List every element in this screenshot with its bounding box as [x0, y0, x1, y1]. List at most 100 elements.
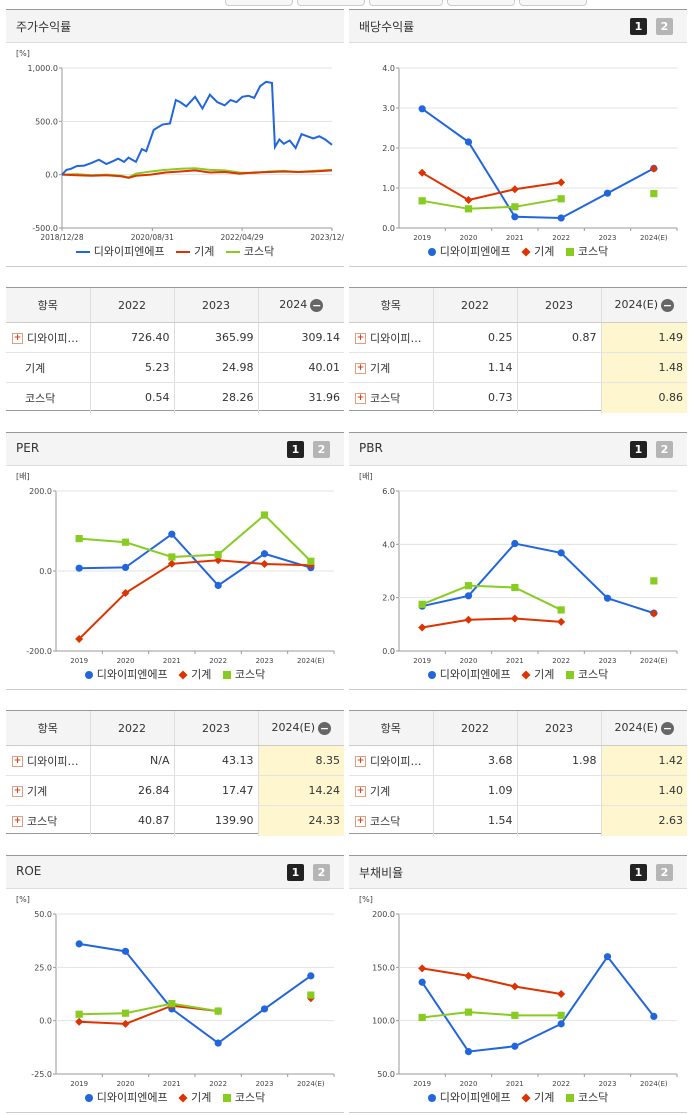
y-tick-label: 2.0: [382, 144, 395, 153]
top-tab-button[interactable]: [297, 0, 365, 6]
page-1-button[interactable]: 1: [630, 18, 647, 35]
expand-icon[interactable]: +: [355, 333, 366, 344]
table-stock-return: 항목 2022 2023 2024− + 디와이피… 726.40 365.99 …: [6, 287, 344, 413]
expand-icon[interactable]: +: [12, 786, 23, 797]
table-header-row: 항목 2022 2023 2024(E) −: [349, 711, 687, 746]
table-row: + 기계 1.09 1.40: [349, 775, 687, 806]
y-tick-label: 0.0: [39, 567, 52, 576]
cell: 1.98: [516, 745, 601, 776]
data-point: [121, 538, 130, 546]
top-tab-button[interactable]: [447, 0, 515, 6]
legend-label: 디와이피엔에프: [96, 668, 168, 681]
expand-icon[interactable]: +: [12, 816, 23, 828]
legend-item[interactable]: 디와이피엔에프: [75, 243, 165, 259]
legend-marker-swatch: [521, 1093, 531, 1103]
legend-item[interactable]: 코스닥: [225, 243, 275, 259]
x-tick-label: 2022: [552, 657, 570, 665]
series-line: [61, 169, 333, 179]
legend-item[interactable]: 기계: [521, 1089, 554, 1105]
legend-item[interactable]: 기계: [176, 243, 214, 259]
expand-icon[interactable]: +: [355, 786, 366, 797]
table-row: 기계 5.23 24.98 40.01: [6, 352, 344, 383]
top-tab-button[interactable]: [369, 0, 443, 6]
row-label[interactable]: + 기계: [6, 775, 90, 806]
data-point: [418, 197, 426, 205]
y-tick-label: -200.0: [26, 647, 52, 656]
row-label[interactable]: + 디와이피…: [6, 322, 90, 353]
expand-icon[interactable]: +: [12, 756, 23, 767]
legend-item[interactable]: 기계: [521, 243, 554, 259]
row-label[interactable]: + 디와이피…: [6, 745, 90, 776]
page-2-button[interactable]: 2: [656, 864, 673, 881]
page-1-button[interactable]: 1: [630, 441, 647, 458]
top-tab-button[interactable]: [225, 0, 293, 6]
legend-item[interactable]: 디와이피엔에프: [427, 666, 511, 682]
row-label[interactable]: + 기계: [349, 775, 433, 806]
expand-icon[interactable]: +: [12, 333, 23, 344]
col-header-last: 2024(E) −: [600, 288, 687, 323]
row-name: 기계: [370, 784, 391, 798]
series-line: [421, 197, 562, 210]
expand-icon[interactable]: +: [355, 816, 366, 828]
legend-item[interactable]: 기계: [178, 666, 211, 682]
expand-icon[interactable]: +: [355, 363, 366, 374]
data-point: [214, 556, 223, 565]
legend-item[interactable]: 코스닥: [222, 1089, 265, 1105]
row-label[interactable]: + 디와이피…: [349, 322, 433, 353]
top-strip: [0, 0, 691, 8]
data-point: [121, 947, 130, 955]
row-label: 기계: [6, 352, 90, 383]
col-header: 항목: [349, 711, 433, 746]
legend-item[interactable]: 코스닥: [565, 666, 608, 682]
collapse-icon[interactable]: −: [661, 298, 675, 312]
legend-item[interactable]: 디와이피엔에프: [84, 1089, 168, 1105]
row-label[interactable]: + 코스닥: [6, 806, 90, 836]
expand-icon[interactable]: +: [355, 756, 366, 767]
collapse-icon[interactable]: −: [661, 721, 675, 735]
panel-title: 부채비율: [359, 866, 404, 880]
row-name: 디와이피…: [27, 754, 79, 768]
expand-icon[interactable]: +: [355, 393, 366, 405]
page-2-button[interactable]: 2: [313, 864, 330, 881]
page-1-button[interactable]: 1: [630, 864, 647, 881]
data-point: [75, 1010, 83, 1018]
collapse-icon[interactable]: −: [310, 298, 324, 312]
col-header-label: 2024(E): [271, 721, 316, 735]
row-label[interactable]: + 코스닥: [349, 806, 433, 836]
page-2-button[interactable]: 2: [656, 441, 673, 458]
legend-label: 코스닥: [243, 245, 275, 258]
row-label[interactable]: + 디와이피…: [349, 745, 433, 776]
x-tick-label: 2022: [209, 1080, 227, 1088]
data-point: [557, 1020, 565, 1028]
page-2-button[interactable]: 2: [313, 441, 330, 458]
legend-item[interactable]: 디와이피엔에프: [427, 1089, 511, 1105]
legend-item[interactable]: 기계: [178, 1089, 211, 1105]
roe-chart: [%] -25.0 0.0 25.0 50.0 2019 2020 2021 2022 2023 2…: [16, 895, 335, 1088]
data-point: [557, 606, 565, 614]
page-1-button[interactable]: 1: [287, 864, 304, 881]
x-tick-label: 2024(E): [297, 1080, 325, 1088]
row-name: 디와이피…: [370, 331, 422, 345]
series-line: [422, 617, 562, 629]
legend-item[interactable]: 코스닥: [565, 1089, 608, 1105]
top-tab-button[interactable]: [519, 0, 587, 6]
data-point: [214, 551, 222, 559]
page-1-button[interactable]: 1: [287, 441, 304, 458]
x-tick-label: 2022: [552, 234, 570, 242]
legend-label: 디와이피엔에프: [96, 1091, 168, 1104]
legend-label: 디와이피엔에프: [439, 668, 511, 681]
legend-item[interactable]: 디와이피엔에프: [84, 666, 168, 682]
legend-item[interactable]: 코스닥: [565, 243, 608, 259]
collapse-icon[interactable]: −: [318, 721, 332, 735]
legend-item[interactable]: 디와이피엔에프: [427, 243, 511, 259]
x-tick-label: 2019: [413, 657, 431, 665]
cell: 17.47: [173, 775, 258, 806]
page-2-button[interactable]: 2: [656, 18, 673, 35]
row-label[interactable]: + 코스닥: [349, 383, 433, 413]
legend-item[interactable]: 기계: [521, 666, 554, 682]
row-label[interactable]: + 기계: [349, 352, 433, 383]
legend-item[interactable]: 코스닥: [222, 666, 265, 682]
y-unit-label: [%]: [16, 895, 30, 904]
data-point: [511, 213, 519, 221]
x-tick-label: 2021: [506, 234, 524, 242]
